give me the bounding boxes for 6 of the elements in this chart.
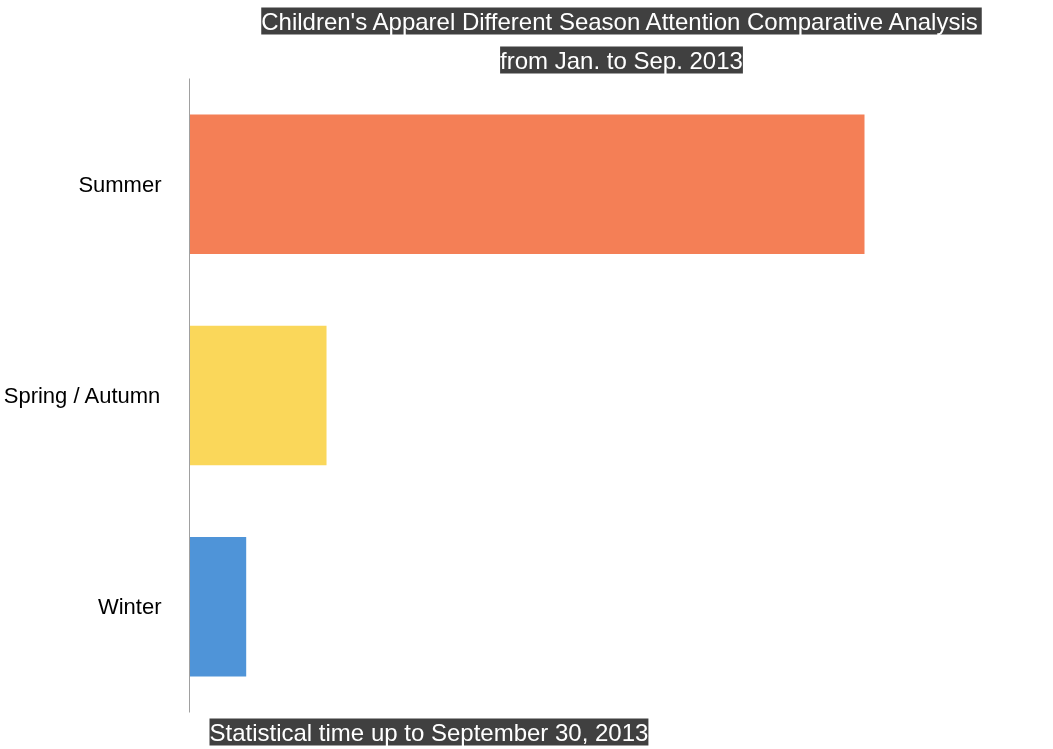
- chart-subtitle: from Jan. to Sep. 2013: [500, 46, 743, 74]
- y-tick-label: Summer: [78, 171, 162, 197]
- y-tick-label: Winter: [97, 594, 162, 620]
- text: Statistical time up to September 30, 2013: [209, 718, 649, 746]
- y-tick-label: Spring / Autumn: [3, 383, 161, 408]
- chart-title: Children's Apparel Different Season Attention Comparative Analysis: [261, 7, 978, 35]
